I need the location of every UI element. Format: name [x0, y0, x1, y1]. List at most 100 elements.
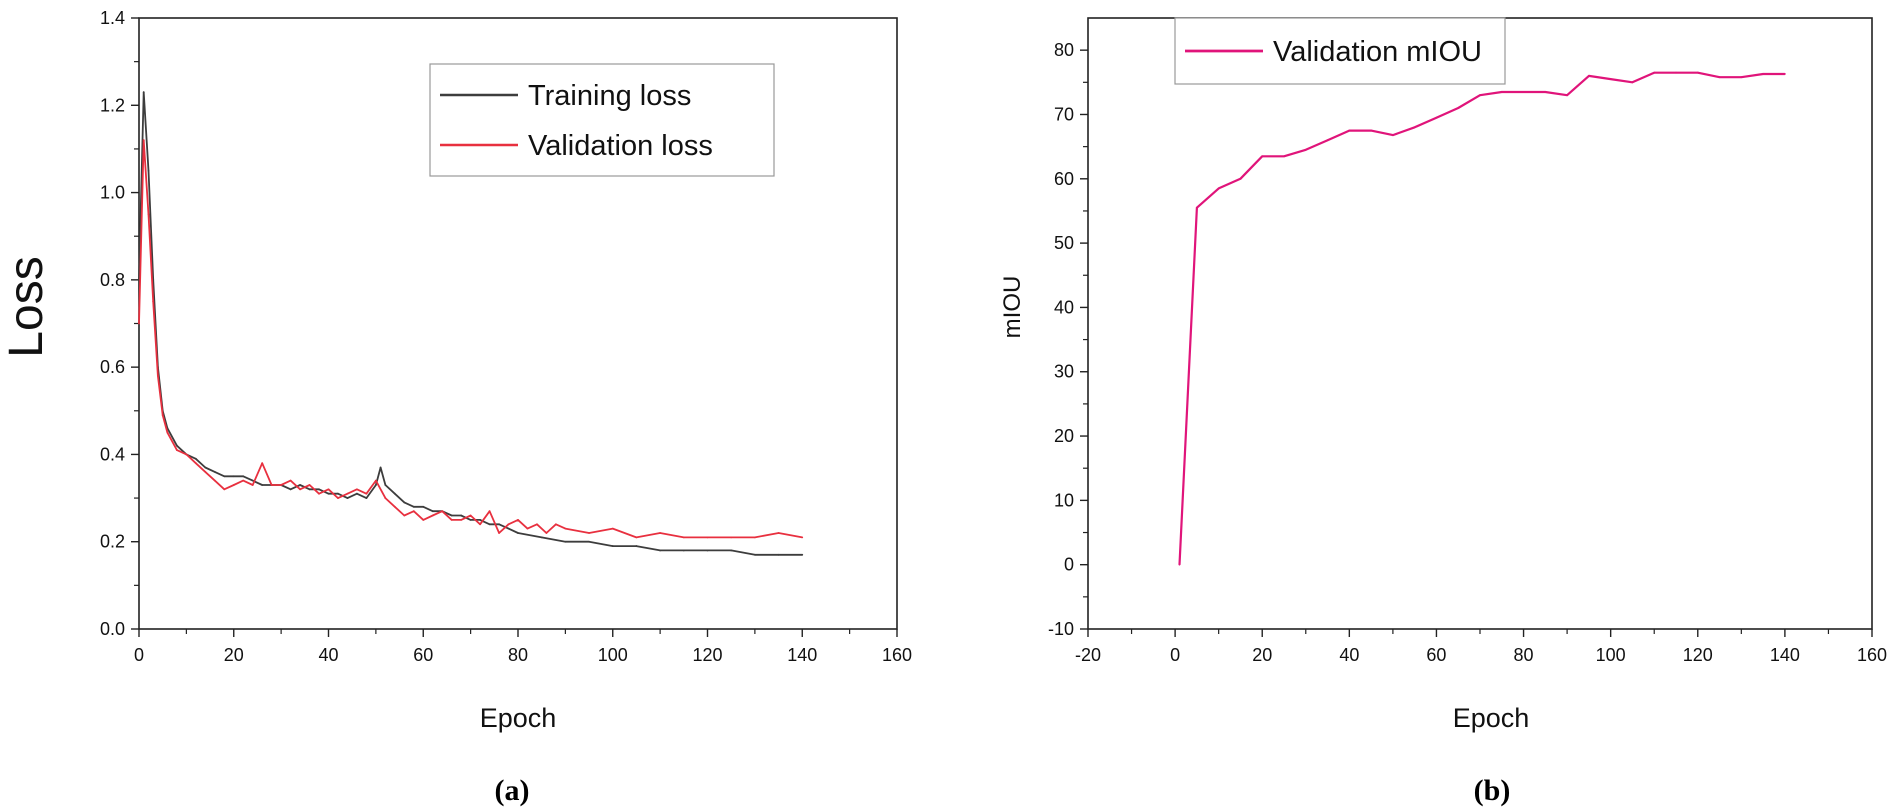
- data-point: [152, 300, 155, 303]
- data-point: [213, 479, 216, 482]
- data-point: [469, 514, 472, 517]
- y-tick-label: 40: [1054, 297, 1074, 317]
- data-point: [422, 518, 425, 521]
- y-tick-label: -10: [1048, 619, 1074, 639]
- data-point: [1348, 129, 1351, 132]
- x-tick-label: 80: [508, 645, 528, 665]
- x-tick-label: 40: [318, 645, 338, 665]
- x-tick-label: 80: [1514, 645, 1534, 665]
- data-point: [635, 545, 638, 547]
- y-tick-label: 0.6: [100, 357, 125, 377]
- data-point: [176, 449, 178, 451]
- data-point: [1696, 71, 1699, 74]
- data-point: [213, 470, 216, 473]
- data-point: [460, 514, 463, 517]
- data-point: [517, 532, 519, 534]
- data-point: [393, 505, 396, 508]
- data-point: [318, 492, 320, 495]
- data-point: [346, 497, 349, 499]
- y-tick-label: 70: [1054, 104, 1074, 124]
- x-tick-label: 40: [1339, 645, 1359, 665]
- data-point: [1413, 126, 1416, 129]
- x-tick-label: 100: [1596, 645, 1626, 665]
- data-point: [564, 540, 567, 543]
- data-point: [753, 536, 756, 539]
- data-point: [393, 492, 396, 495]
- data-point: [1326, 139, 1329, 142]
- x-tick-label: 20: [1252, 645, 1272, 665]
- data-point: [1500, 91, 1503, 93]
- data-point: [327, 488, 330, 491]
- data-point: [730, 536, 733, 539]
- data-point: [1740, 76, 1743, 79]
- loss-chart: 0 20 40 60 80 100 120 140 160 0.0 0.2 0.4 0.6 0.8 1.0 1…: [0, 8, 912, 807]
- data-point: [384, 484, 387, 486]
- y-tick-label: 0.8: [100, 270, 125, 290]
- data-point: [204, 466, 207, 469]
- data-point: [289, 488, 292, 491]
- x-tick-label: 20: [224, 645, 244, 665]
- data-point: [1261, 155, 1264, 158]
- data-point: [588, 540, 590, 543]
- y-tick-label: 80: [1054, 40, 1074, 60]
- data-point: [801, 553, 804, 556]
- data-point: [1391, 134, 1394, 136]
- miou-chart: -20 0 20 40 60 80 100 120 140 160 -10 0 10 20 30 40 50 60…: [999, 17, 1887, 807]
- data-point: [356, 492, 358, 495]
- data-point: [308, 488, 311, 491]
- data-point: [507, 527, 510, 530]
- x-tick-label: 60: [413, 645, 433, 665]
- data-point: [1457, 107, 1460, 109]
- y-tick-label: 1.0: [100, 183, 125, 203]
- data-point: [1479, 94, 1481, 97]
- y-tick-label: 1.4: [100, 8, 125, 28]
- y-axis-label: mIOU: [999, 276, 1026, 339]
- legend-label: Validation mIOU: [1273, 36, 1482, 68]
- x-tick-label: 140: [787, 645, 817, 665]
- data-point: [412, 505, 415, 508]
- data-point: [777, 553, 780, 556]
- data-point: [469, 518, 472, 521]
- data-point: [147, 169, 150, 172]
- y-tick-label: 1.2: [100, 95, 125, 115]
- x-tick-label: 0: [1170, 645, 1180, 665]
- data-point: [517, 518, 519, 521]
- data-point: [479, 518, 481, 521]
- data-point: [536, 523, 538, 526]
- data-point: [611, 545, 614, 547]
- data-point: [379, 466, 382, 469]
- data-point: [801, 536, 804, 539]
- data-point: [450, 518, 453, 521]
- data-point: [1718, 76, 1721, 79]
- y-tick-label: 20: [1054, 426, 1074, 446]
- y-tick-label: 0.2: [100, 532, 125, 552]
- y-tick-label: 50: [1054, 233, 1074, 253]
- data-point: [337, 492, 339, 495]
- x-tick-label: 140: [1770, 645, 1800, 665]
- data-point: [346, 492, 349, 495]
- x-tick-label: -20: [1075, 645, 1101, 665]
- data-point: [498, 532, 500, 534]
- data-point: [403, 514, 406, 517]
- data-point: [356, 488, 358, 491]
- data-point: [682, 549, 685, 552]
- data-point: [488, 523, 491, 526]
- data-point: [299, 484, 301, 486]
- data-point: [374, 484, 377, 486]
- data-point: [166, 431, 169, 434]
- data-point: [1675, 71, 1677, 74]
- x-tick-label: 0: [134, 645, 144, 665]
- data-point: [431, 510, 434, 513]
- data-point: [588, 532, 590, 534]
- x-axis-label: Epoch: [480, 703, 557, 733]
- data-point: [327, 492, 330, 495]
- data-point: [659, 532, 662, 534]
- data-point: [1566, 94, 1569, 97]
- data-point: [730, 549, 733, 552]
- data-point: [142, 91, 145, 94]
- data-point: [1653, 71, 1656, 74]
- data-point: [337, 497, 339, 499]
- y-tick-label: 0.4: [100, 444, 125, 464]
- data-point: [280, 484, 283, 486]
- data-point: [545, 532, 548, 534]
